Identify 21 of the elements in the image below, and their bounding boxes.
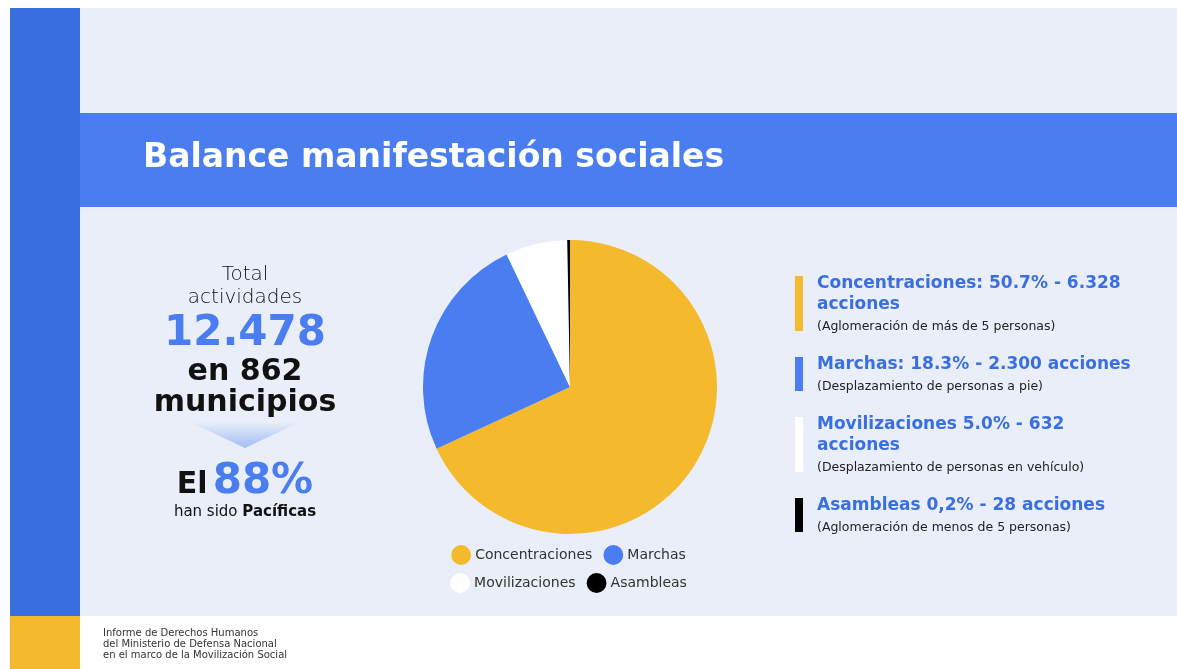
text: El	[176, 465, 208, 500]
text: Informe de Derechos Humanos del Ministerio de Defensa Nacional en el marco de la Movilización Social	[103, 627, 288, 660]
text: 12.478	[162, 306, 328, 355]
text: Movilizaciones 5.0% - 632 acciones	[817, 413, 1066, 455]
text: Concentraciones: 50.7% - 6.328 acciones	[817, 272, 1122, 314]
text: Marchas: 18.3% - 2.300 acciones	[817, 353, 1132, 374]
text: han sido	[173, 502, 238, 520]
text: Asambleas 0,2% - 28 acciones	[817, 494, 1106, 515]
legend-label: Marchas	[627, 545, 686, 562]
legend-label: Concentraciones	[475, 545, 593, 562]
text: (Desplazamiento de personas a pie)	[817, 378, 1044, 393]
text: Total	[220, 261, 270, 285]
text: Pacíficas	[242, 502, 317, 520]
text: (Aglomeración de más de 5 personas)	[817, 318, 1057, 333]
text: actividades	[186, 284, 304, 308]
text: (Aglomeración de menos de 5 personas)	[817, 519, 1072, 534]
chart-title: Balance manifestación sociales	[143, 136, 725, 175]
legend-label: Movilizaciones	[474, 573, 576, 590]
text: 88%	[212, 454, 314, 503]
text: (Desplazamiento de personas en vehículo)	[817, 459, 1086, 474]
legend-label: Asambleas	[610, 573, 687, 590]
